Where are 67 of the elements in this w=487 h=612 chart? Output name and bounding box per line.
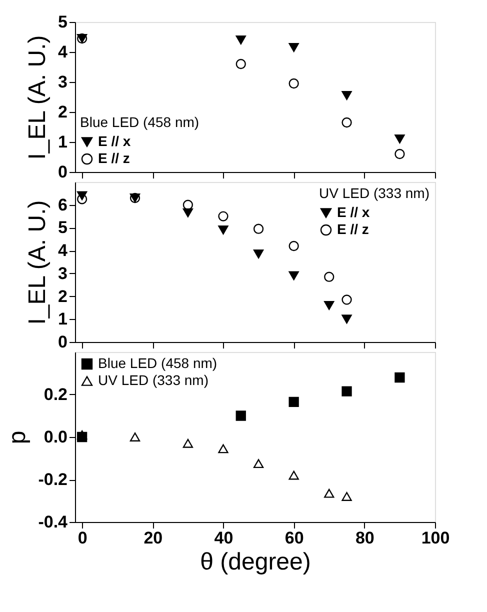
- x-tick-label: 40: [214, 528, 234, 548]
- point: [342, 117, 352, 128]
- point: [218, 226, 228, 234]
- y-tick-label: 1: [58, 132, 68, 152]
- y-tick-label: 0.2: [44, 385, 68, 404]
- y-tick-label: -0.2: [38, 470, 68, 489]
- point: [182, 200, 194, 210]
- y-tick-label: 0: [58, 162, 68, 182]
- y-axis-title: I_EL (A. U.): [24, 200, 52, 325]
- point: [342, 386, 352, 396]
- legend-label: E // z: [337, 221, 369, 237]
- point: [342, 314, 352, 324]
- point: [236, 36, 246, 44]
- point: [218, 444, 228, 454]
- point: [76, 194, 88, 204]
- legend-label: UV LED (333 nm): [98, 372, 208, 388]
- point: [394, 372, 405, 383]
- y-tick-label: 0: [58, 332, 68, 352]
- point: [342, 91, 352, 100]
- legend-title: UV LED (333 nm): [319, 185, 430, 201]
- point: [342, 492, 352, 501]
- y-axis-title: p: [4, 430, 32, 444]
- x-axis-title: θ (degree): [200, 548, 311, 576]
- y-tick-label: 4: [58, 42, 68, 62]
- y-tick-label: 5: [58, 218, 68, 238]
- y-tick-label: 1: [58, 310, 68, 329]
- point: [218, 211, 228, 222]
- y-tick-label: 4: [58, 241, 68, 260]
- point: [288, 396, 299, 408]
- point: [342, 294, 352, 305]
- point: [253, 224, 264, 234]
- legend-title: Blue LED (458 nm): [80, 114, 200, 130]
- point: [288, 240, 299, 252]
- point: [394, 148, 405, 160]
- y-tick-label: 3: [58, 72, 68, 92]
- point: [324, 272, 334, 282]
- y-tick-label: 6: [58, 195, 68, 214]
- x-tick-label: 80: [355, 528, 374, 548]
- y-tick-label: 0.0: [44, 428, 68, 446]
- y-tick-label: 2: [58, 102, 68, 122]
- point: [253, 459, 264, 468]
- point: [236, 410, 246, 421]
- legend-label: E // x: [98, 133, 131, 149]
- y-tick-label: -0.4: [38, 512, 68, 532]
- point: [288, 78, 299, 89]
- legend-label: E // z: [98, 150, 130, 166]
- x-tick-label: 60: [284, 528, 304, 548]
- point: [288, 271, 299, 280]
- x-tick-label: 0: [78, 528, 88, 548]
- point: [324, 488, 334, 498]
- point: [394, 134, 405, 144]
- point: [182, 438, 194, 448]
- point: [253, 250, 264, 258]
- y-tick-label: 5: [58, 12, 68, 32]
- x-tick-label: 100: [421, 528, 450, 548]
- point: [236, 58, 246, 70]
- point: [324, 300, 334, 310]
- point: [288, 43, 299, 52]
- legend-label: E // x: [337, 204, 370, 220]
- legend-label: Blue LED (458 nm): [98, 355, 218, 371]
- point: [76, 430, 88, 440]
- y-tick-label: 3: [58, 264, 68, 283]
- point: [288, 470, 299, 480]
- x-tick-label: 20: [144, 528, 163, 548]
- y-tick-label: 2: [58, 286, 68, 306]
- y-axis-title: I_EL (A. U.): [24, 35, 52, 160]
- point: [130, 432, 140, 442]
